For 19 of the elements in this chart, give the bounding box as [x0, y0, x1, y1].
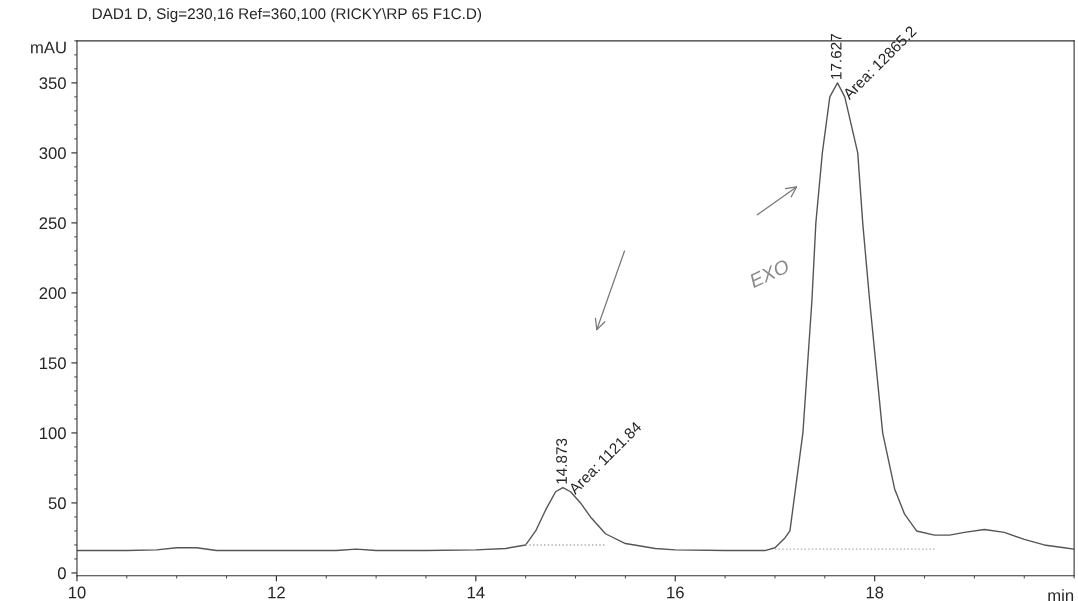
annotation: EXO: [748, 258, 791, 289]
y-tick-label: 0: [57, 567, 66, 580]
y-tick-label: 350: [39, 77, 66, 90]
y-axis-title: mAU: [31, 41, 66, 54]
x-tick-label: 10: [68, 586, 86, 599]
x-axis-title: min: [1048, 589, 1074, 601]
x-tick-label: 12: [268, 586, 285, 599]
x-tick-label: 14: [467, 586, 485, 599]
y-tick-label: 100: [40, 427, 66, 440]
y-tick-label: 200: [39, 287, 66, 300]
y-tick-label: 300: [39, 147, 66, 160]
y-tick-label: 50: [48, 497, 66, 510]
x-tick-label: 18: [866, 586, 884, 599]
x-tick-label: 16: [667, 586, 684, 599]
annotation: 17.627: [830, 34, 842, 79]
chart-title: DAD1 D, Sig=230,16 Ref=360,100 (RICKY\RP 65 F1C.D): [92, 7, 482, 23]
y-tick-label: 150: [40, 357, 66, 370]
y-tick-label: 250: [39, 217, 66, 230]
annotation: 14.873: [556, 438, 567, 484]
